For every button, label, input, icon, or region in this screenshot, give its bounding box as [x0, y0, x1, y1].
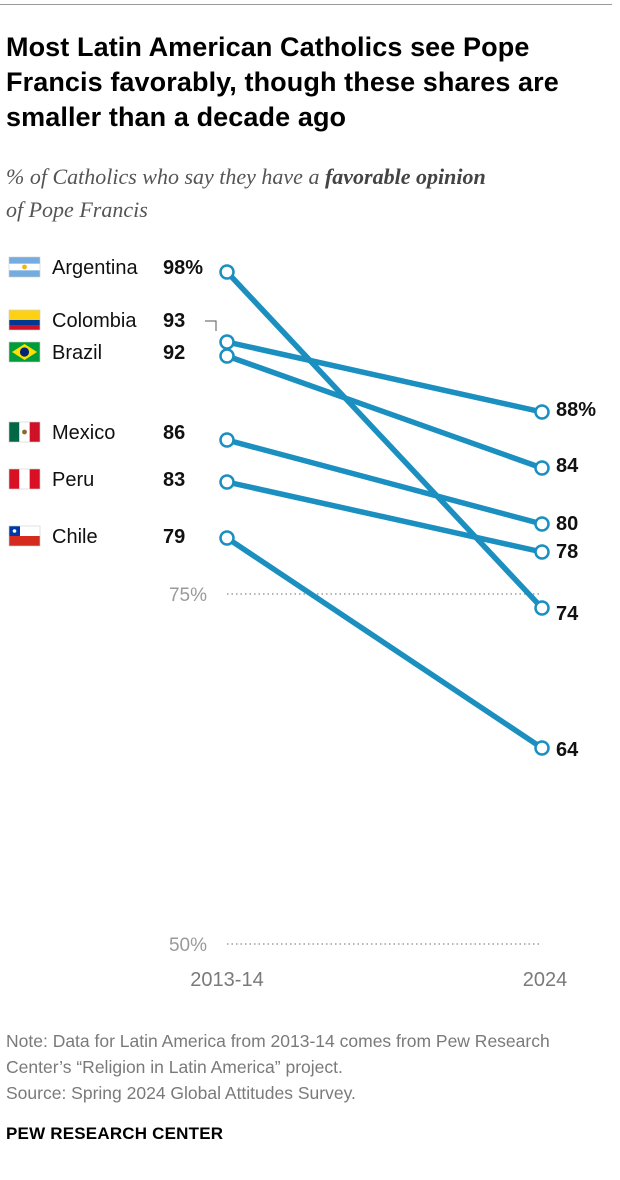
data-label-start: 83	[163, 469, 185, 491]
data-label-end: 74	[556, 603, 579, 625]
mexico-flag-icon	[8, 421, 41, 443]
slope-chart: 75% 50% 2013-14 2024 Argentina 98% 74 Colombia 9…	[8, 256, 596, 991]
series-line-colombia	[224, 339, 545, 415]
data-point-brazil-end	[534, 460, 550, 476]
reference-label-75: 75%	[169, 585, 207, 606]
top-rule	[0, 4, 612, 5]
label-leader-line	[205, 320, 217, 331]
data-label-end: 64	[556, 739, 579, 761]
country-label: Brazil	[52, 342, 102, 364]
reference-label-50: 50%	[169, 935, 207, 956]
data-point-chile-end	[534, 740, 550, 756]
data-point-peru-end	[534, 544, 550, 560]
data-point-argentina-end	[534, 600, 550, 616]
chile-flag-icon	[8, 525, 41, 547]
peru-flag-icon	[8, 468, 41, 490]
data-point-mexico-end	[534, 516, 550, 532]
data-point-mexico-start	[219, 432, 235, 448]
argentina-flag-icon	[8, 256, 41, 278]
source-text: Source: Spring 2024 Global Attitudes Sur…	[6, 1083, 356, 1103]
x-tick-label: 2013-14	[190, 969, 263, 991]
chart-subtitle: % of Catholics who say they have a favor…	[6, 160, 616, 226]
data-label-end: 78	[556, 541, 578, 563]
data-label-start: 79	[163, 526, 185, 548]
chart-title: Most Latin American Catholics see Pope F…	[6, 32, 559, 132]
subtitle-tail: of Pope Francis	[6, 197, 148, 222]
colombia-flag-icon	[8, 309, 41, 331]
data-label-end: 88%	[556, 399, 596, 421]
subtitle-lead: % of Catholics who say they have a	[6, 164, 325, 189]
country-label: Chile	[52, 526, 98, 548]
country-label: Peru	[52, 469, 94, 491]
data-point-brazil-start	[219, 348, 235, 364]
data-point-chile-start	[219, 530, 235, 546]
country-label: Argentina	[52, 257, 138, 279]
country-label: Mexico	[52, 422, 115, 444]
data-label-start: 93	[163, 310, 185, 332]
series-line-chile	[224, 535, 545, 751]
data-point-colombia-start	[219, 334, 235, 350]
series-line-argentina	[224, 269, 545, 611]
x-tick-label: 2024	[523, 969, 568, 991]
data-label-end: 80	[556, 513, 578, 535]
series-line-brazil	[224, 353, 545, 471]
data-point-peru-start	[219, 474, 235, 490]
series-line-peru	[224, 479, 545, 555]
subtitle-emphasis: favorable opinion	[324, 164, 486, 189]
data-point-argentina-start	[219, 264, 235, 280]
data-point-colombia-end	[534, 404, 550, 420]
data-label-start: 86	[163, 422, 185, 444]
data-label-start: 92	[163, 342, 185, 364]
org-credit: PEW RESEARCH CENTER	[6, 1124, 224, 1143]
chart-note: Note: Data for Latin America from 2013-1…	[6, 1028, 606, 1106]
series-line-mexico	[224, 437, 545, 527]
data-label-end: 84	[556, 455, 579, 477]
note-text: Note: Data for Latin America from 2013-1…	[6, 1031, 550, 1077]
brazil-flag-icon	[8, 341, 41, 363]
country-label: Colombia	[52, 310, 137, 332]
data-label-start: 98%	[163, 257, 203, 279]
